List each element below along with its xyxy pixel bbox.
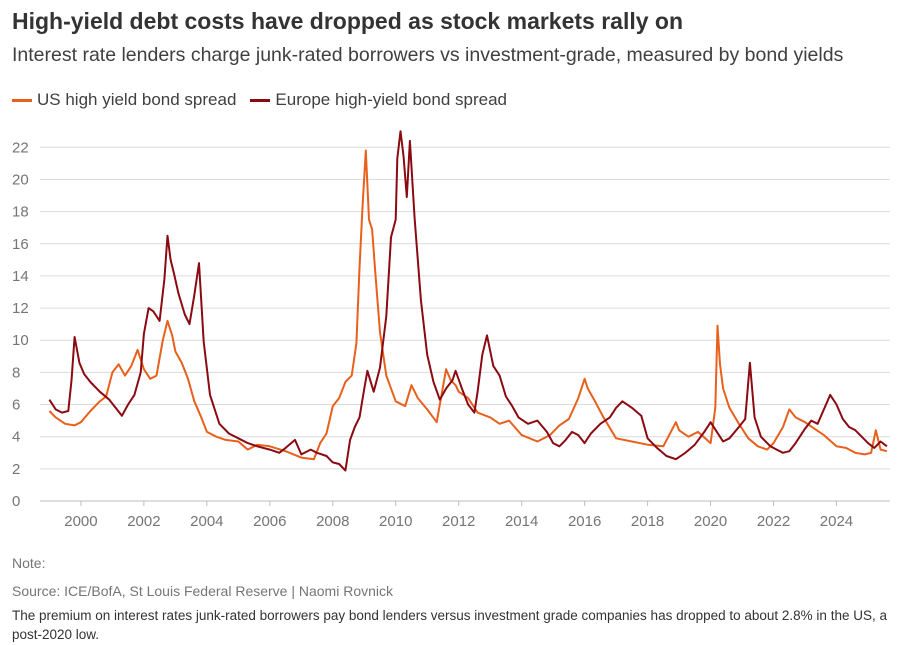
chart-source: Source: ICE/BofA, St Louis Federal Reser… xyxy=(12,583,394,599)
legend-item-us: US high yield bond spread xyxy=(12,90,236,110)
x-tick-label: 2020 xyxy=(694,513,727,530)
x-tick-label: 2024 xyxy=(820,513,853,530)
x-axis-ticks: 2000 2002 2004 2006 2008 2010 2012 2014 2016 2018… xyxy=(64,501,853,530)
x-tick-label: 2002 xyxy=(127,513,160,530)
x-tick-label: 2014 xyxy=(505,513,538,530)
series-lines xyxy=(48,130,888,472)
x-tick-label: 2016 xyxy=(568,513,601,530)
y-tick-label: 10 xyxy=(12,332,29,349)
x-tick-label: 2018 xyxy=(631,513,664,530)
chart-caption: The premium on interest rates junk-rated… xyxy=(12,608,887,642)
chart-title: High-yield debt costs have dropped as st… xyxy=(12,8,684,34)
legend-swatch-us xyxy=(12,98,32,102)
y-tick-label: 12 xyxy=(12,300,29,317)
y-tick-label: 20 xyxy=(12,171,29,188)
y-tick-label: 2 xyxy=(12,461,20,478)
chart-note: Note: xyxy=(12,555,46,571)
y-tick-label: 0 xyxy=(12,493,20,510)
y-tick-label: 16 xyxy=(12,236,29,253)
y-tick-label: 18 xyxy=(12,204,29,221)
series-line-us xyxy=(48,149,888,461)
x-tick-label: 2006 xyxy=(253,513,286,530)
y-axis-ticks: 0 2 4 6 8 10 12 14 16 18 20 22 xyxy=(12,139,29,510)
legend-label-europe: Europe high-yield bond spread xyxy=(275,90,507,109)
x-tick-label: 2008 xyxy=(316,513,349,530)
chart-subtitle: Interest rate lenders charge junk-rated … xyxy=(12,44,844,66)
y-tick-label: 14 xyxy=(12,268,29,285)
legend-item-europe: Europe high-yield bond spread xyxy=(250,90,507,110)
x-tick-label: 2012 xyxy=(442,513,475,530)
legend-label-us: US high yield bond spread xyxy=(37,90,237,109)
legend-swatch-europe xyxy=(250,98,271,102)
x-tick-label: 2004 xyxy=(190,513,223,530)
y-tick-label: 6 xyxy=(12,397,20,414)
x-tick-label: 2000 xyxy=(64,513,97,530)
y-tick-label: 4 xyxy=(12,429,20,446)
chart-legend: US high yield bond spread Europe high-yi… xyxy=(12,90,521,110)
series-line-europe xyxy=(48,130,888,472)
y-tick-label: 22 xyxy=(12,139,29,156)
gridlines xyxy=(40,146,890,502)
x-tick-label: 2010 xyxy=(379,513,412,530)
y-tick-label: 8 xyxy=(12,364,20,381)
x-tick-label: 2022 xyxy=(757,513,790,530)
